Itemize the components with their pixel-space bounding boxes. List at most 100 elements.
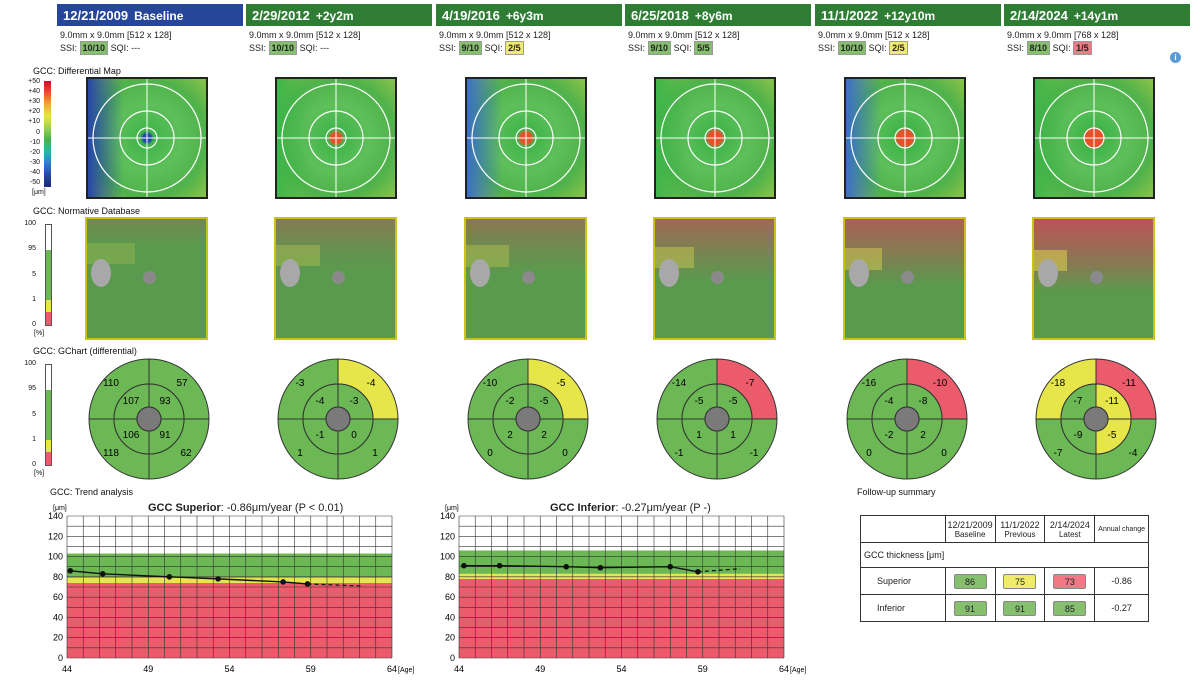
normative-map-5[interactable] <box>1032 217 1155 340</box>
y-tick-label: 100 <box>440 552 455 562</box>
differential-map-2[interactable] <box>465 77 587 199</box>
superior-trend-title: GCC Superior: -0.86μm/year (P < 0.01) <box>148 502 344 514</box>
sqi-label: SQI: <box>299 43 318 53</box>
normative-map-1[interactable] <box>274 217 397 340</box>
gchart-outer-value: -3 <box>296 378 305 389</box>
normative-map-0[interactable] <box>85 217 208 340</box>
normative-map-2[interactable] <box>464 217 587 340</box>
ssi-badge: 10/10 <box>837 41 867 55</box>
diff-colorbar-scale: +50 +40 +30 +20 +10 0 -10 -20 -30 -40 -50 [μm] <box>10 78 55 198</box>
summary-baseline: 86 <box>944 567 996 595</box>
diff-tick: +20 <box>28 108 40 116</box>
gchart-2: -10 -5 0 0 -2 -5 2 2 <box>467 358 589 480</box>
series-line <box>463 565 699 573</box>
gchart-outer-value: 1 <box>297 448 303 459</box>
differential-map-4[interactable] <box>844 77 966 199</box>
visit-header-3: 6/25/2018 +8y6m <box>625 4 811 26</box>
gchart-outer-value: 110 <box>103 378 119 389</box>
gchart-inner-value: 91 <box>159 430 171 441</box>
ssi-label: SSI: <box>249 43 267 53</box>
summary-col-previous: 11/1/2022 Previous <box>994 515 1046 543</box>
normative-label: GCC: Normative Database <box>33 206 141 216</box>
x-tick-label: 59 <box>698 664 708 674</box>
summary-col-baseline: 12/21/2009 Baseline <box>944 515 996 543</box>
data-point <box>280 579 286 585</box>
trend-projection <box>697 568 741 573</box>
data-point <box>67 567 74 574</box>
gchart-center <box>1083 406 1109 432</box>
gchart-outer-value: 0 <box>562 448 568 459</box>
gchart-outer-value: 57 <box>176 378 188 389</box>
differential-map-5[interactable] <box>1033 77 1155 199</box>
gchart-outer-value: 62 <box>180 448 192 459</box>
percentile-tick: 5 <box>32 271 36 278</box>
etdrs-grid-overlay <box>656 79 774 197</box>
differential-map-0[interactable] <box>86 77 208 199</box>
summary-annual: -0.86 <box>1094 567 1149 595</box>
y-tick-label: 40 <box>53 612 63 622</box>
trend-projection <box>307 583 362 587</box>
etdrs-grid-overlay <box>277 79 395 197</box>
inferior-trend-title: GCC Inferior: -0.27μm/year (P -) <box>550 502 711 514</box>
gchart-outer-value: 1 <box>372 448 378 459</box>
sqi-value: --- <box>131 43 141 53</box>
sqi-value: 2/5 <box>889 41 908 55</box>
gchart-inner-value: 2 <box>507 430 513 441</box>
summary-corner <box>860 515 946 543</box>
data-point <box>563 563 570 570</box>
etdrs-grid-overlay <box>846 79 964 197</box>
gchart-inner-value: -7 <box>1074 396 1083 407</box>
summary-annual: -0.27 <box>1094 594 1149 622</box>
sqi-label: SQI: <box>868 43 887 53</box>
followup-label: Follow-up summary <box>857 487 936 497</box>
percentile-colorbar <box>45 224 52 326</box>
differential-map-1[interactable] <box>275 77 397 199</box>
gchart-outer-value: -7 <box>746 378 755 389</box>
gchart-3: -14 -7 -1 -1 -5 -5 1 1 <box>656 358 778 480</box>
gchart-outer-value: -18 <box>1051 378 1066 389</box>
etdrs-grid-overlay <box>1035 79 1153 197</box>
percentile-tick: 0 <box>32 461 36 468</box>
visit-date: 2/14/2024 <box>1010 8 1068 23</box>
ssi-label: SSI: <box>628 43 646 53</box>
gchart-inner-value: -5 <box>540 396 549 407</box>
gchart-0: 110 57 118 62 107 93 106 91 <box>88 358 210 480</box>
scan-size: 9.0mm x 9.0mm [768 x 128] <box>1007 30 1119 40</box>
scan-size: 9.0mm x 9.0mm [512 x 128] <box>818 30 930 40</box>
visit-header-1: 2/29/2012 +2y2m <box>246 4 432 26</box>
normative-map-3[interactable] <box>653 217 776 340</box>
visit-header-0: 12/21/2009 Baseline <box>57 4 243 26</box>
data-point <box>667 563 674 570</box>
percentile-tick: 1 <box>32 296 36 303</box>
x-axis-label: [Age] <box>790 667 806 674</box>
sqi-label: SQI: <box>673 43 692 53</box>
summary-row-label: Superior <box>860 567 946 595</box>
sqi-value: 1/5 <box>1073 41 1092 55</box>
y-tick-label: 40 <box>445 612 455 622</box>
diff-tick: 0 <box>36 128 40 136</box>
summary-latest: 73 <box>1044 567 1096 595</box>
info-icon[interactable]: i <box>1170 52 1181 63</box>
y-tick-label: 0 <box>58 653 63 663</box>
visit-interval: Baseline <box>134 9 184 23</box>
differential-map-3[interactable] <box>654 77 776 199</box>
sqi-label: SQI: <box>484 43 503 53</box>
gchart-inner-value: 93 <box>159 396 171 407</box>
visit-date: 11/1/2022 <box>821 8 879 23</box>
ssi-label: SSI: <box>439 43 457 53</box>
ssi-label: SSI: <box>60 43 78 53</box>
gchart-inner-value: -4 <box>316 396 325 407</box>
y-tick-label: 80 <box>445 572 455 582</box>
data-point <box>166 574 173 580</box>
y-axis-label: [μm] <box>53 505 67 512</box>
gchart-inner-value: -5 <box>729 396 738 407</box>
gchart-outer-value: -4 <box>367 378 376 389</box>
visit-header-2: 4/19/2016 +6y3m <box>436 4 622 26</box>
gchart-outer-value: 0 <box>866 448 872 459</box>
normative-map-4[interactable] <box>843 217 966 340</box>
percentile-tick: 0 <box>32 321 36 328</box>
y-tick-label: 0 <box>450 653 455 663</box>
followup-summary-table: 12/21/2009 Baseline 11/1/2022 Previous 2/1… <box>860 515 1149 622</box>
gchart-inner-value: -3 <box>350 396 359 407</box>
x-tick-label: 44 <box>454 664 464 674</box>
